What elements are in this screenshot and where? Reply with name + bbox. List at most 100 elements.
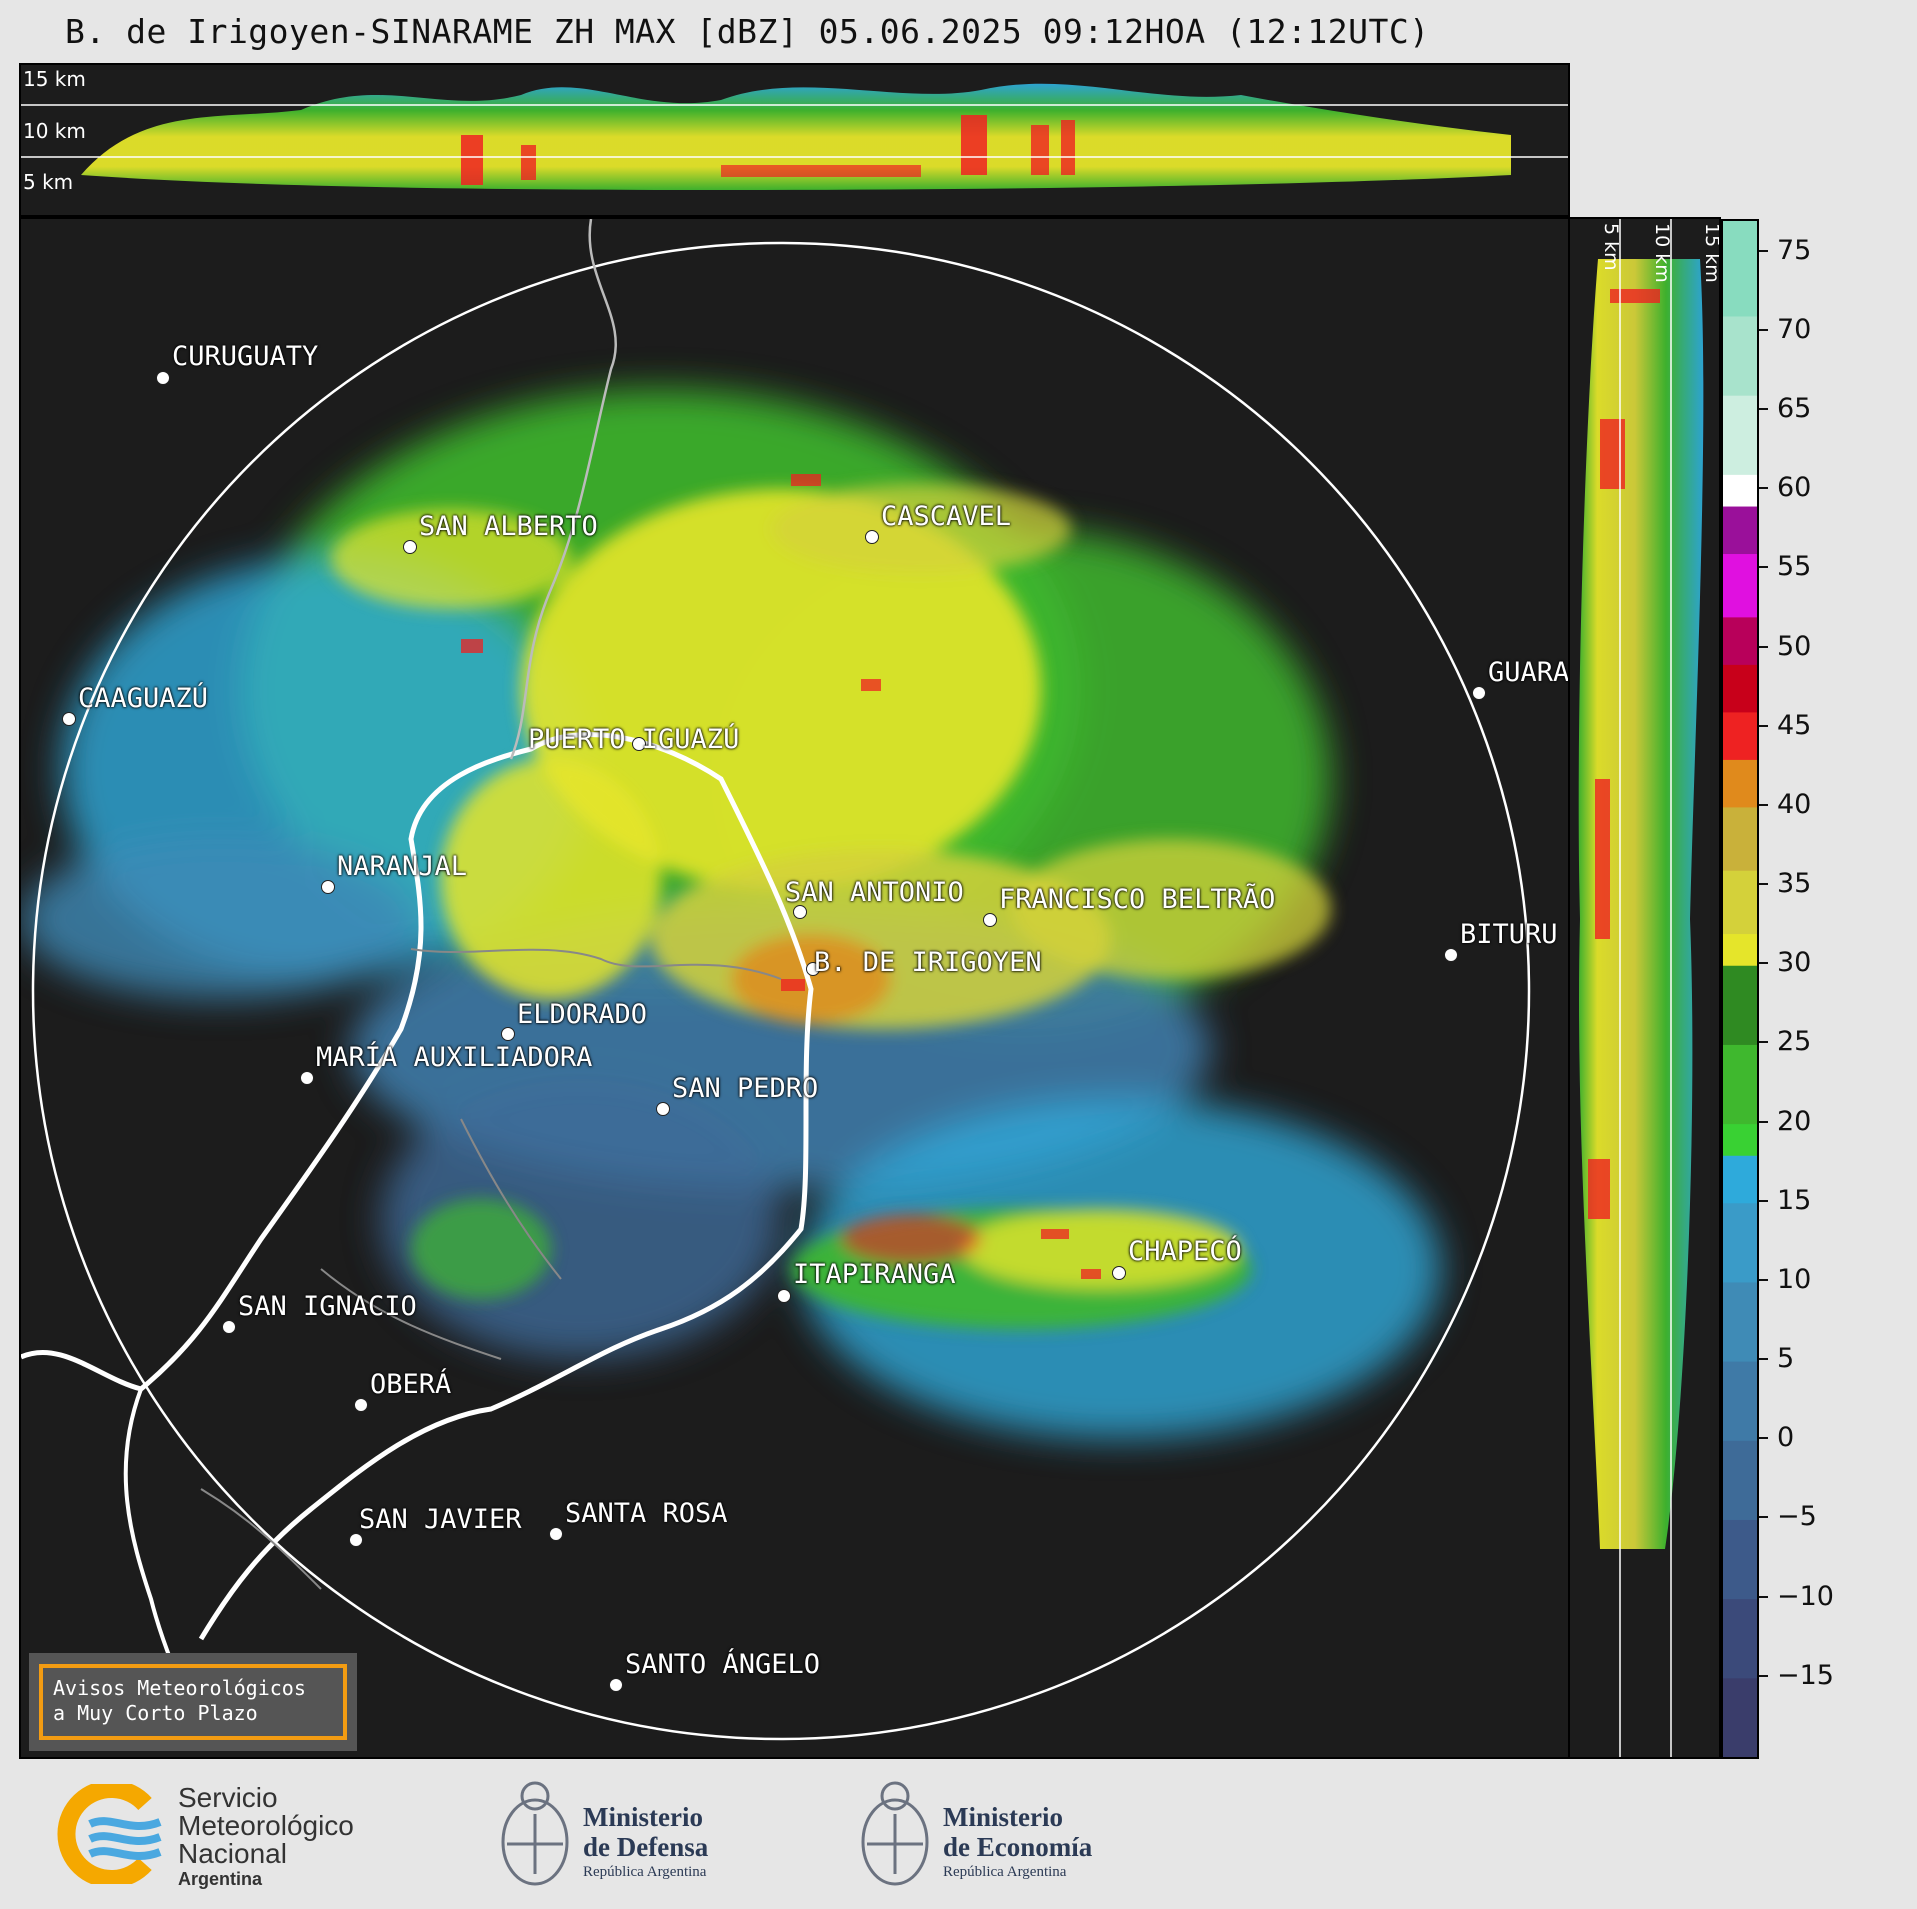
city-label: SAN ANTONIO bbox=[785, 877, 964, 908]
smn-line-1: Servicio bbox=[178, 1782, 278, 1813]
colorbar-band bbox=[1723, 711, 1757, 760]
colorbar-tick-label: 75 bbox=[1777, 234, 1812, 266]
colorbar-tick-label: −10 bbox=[1777, 1580, 1834, 1612]
city-marker bbox=[62, 712, 76, 726]
colorbar-tick-mark bbox=[1759, 883, 1768, 886]
colorbar-tick-label: 5 bbox=[1777, 1343, 1795, 1375]
dbz-colorbar bbox=[1721, 219, 1759, 1759]
colorbar-band bbox=[1723, 395, 1757, 475]
colorbar-tick-label: 15 bbox=[1777, 1184, 1812, 1216]
city-marker bbox=[156, 371, 170, 385]
colorbar-tick-label: 0 bbox=[1777, 1422, 1795, 1454]
colorbar-band bbox=[1723, 870, 1757, 935]
city-marker bbox=[354, 1398, 368, 1412]
city-label: NARANJAL bbox=[337, 851, 468, 882]
colorbar-tick-label: 65 bbox=[1777, 393, 1812, 425]
colorbar-tick-label: 10 bbox=[1777, 1263, 1812, 1295]
colorbar-tick-label: 20 bbox=[1777, 1105, 1812, 1137]
city-marker bbox=[222, 1320, 236, 1334]
colorbar-band bbox=[1723, 1281, 1757, 1362]
city-marker bbox=[300, 1071, 314, 1085]
side-cross-section-echoes bbox=[1578, 219, 1704, 1757]
height-label-5km: 5 km bbox=[23, 170, 74, 194]
city-marker bbox=[1112, 1266, 1126, 1280]
colorbar-bands bbox=[1723, 221, 1757, 1757]
colorbar-tick-mark bbox=[1759, 408, 1768, 411]
city-label: CURUGUATY bbox=[172, 341, 319, 372]
city-label: ELDORADO bbox=[517, 999, 648, 1030]
colorbar-tick-mark bbox=[1759, 724, 1768, 727]
defensa-logo-text: Ministerio de Defensa República Argentin… bbox=[583, 1802, 708, 1882]
footer-logos: Servicio Meteorológico Nacional Argentin… bbox=[0, 1759, 1917, 1909]
radar-map-panel: CURUGUATY SAN ALBERTO CASCAVEL CAAGUAZÚ … bbox=[19, 217, 1570, 1759]
colorbar-tick-mark bbox=[1759, 962, 1768, 965]
city-marker bbox=[632, 737, 646, 751]
colorbar-tick-mark bbox=[1759, 487, 1768, 490]
colorbar-tick-label: 70 bbox=[1777, 313, 1812, 345]
colorbar-tick-mark bbox=[1759, 1595, 1768, 1598]
defensa-line-2: de Defensa bbox=[583, 1832, 709, 1862]
warning-notice-frame: Avisos Meteorológicos a Muy Corto Plazo bbox=[39, 1664, 347, 1740]
height-label-10km: 10 km bbox=[1651, 223, 1673, 283]
defensa-line-3: República Argentina bbox=[583, 1864, 707, 1880]
city-label: SAN IGNACIO bbox=[238, 1291, 417, 1322]
colorbar-tick-label: 45 bbox=[1777, 709, 1812, 741]
city-label: SANTA ROSA bbox=[565, 1498, 728, 1529]
city-label: OBERÁ bbox=[370, 1369, 452, 1400]
colorbar-tick-label: 40 bbox=[1777, 788, 1812, 820]
height-label-5km: 5 km bbox=[1600, 223, 1622, 271]
defensa-line-1: Ministerio bbox=[583, 1802, 703, 1832]
colorbar-band bbox=[1723, 664, 1757, 713]
city-label: FRANCISCO BELTRÃO bbox=[999, 884, 1276, 915]
notice-line-1: Avisos Meteorológicos bbox=[53, 1676, 306, 1700]
side-cross-section-panel: 5 km 10 km 15 km bbox=[1570, 217, 1721, 1759]
colorbar-tick-label: −15 bbox=[1777, 1659, 1834, 1691]
colorbar-band bbox=[1723, 759, 1757, 808]
smn-logo-icon bbox=[57, 1784, 162, 1884]
radar-echo-layer bbox=[21, 219, 1531, 1741]
colorbar-tick-label: 60 bbox=[1777, 472, 1812, 504]
warning-notice-box: Avisos Meteorológicos a Muy Corto Plazo bbox=[29, 1653, 357, 1751]
smn-line-2: Meteorológico bbox=[178, 1810, 354, 1841]
colorbar-tick-label: 35 bbox=[1777, 868, 1812, 900]
colorbar-band bbox=[1723, 221, 1757, 317]
smn-line-3: Nacional bbox=[178, 1838, 287, 1869]
top-cross-section-echoes bbox=[21, 83, 1568, 190]
smn-line-4: Argentina bbox=[178, 1869, 263, 1889]
city-marker bbox=[865, 530, 879, 544]
colorbar-band bbox=[1723, 1155, 1757, 1204]
notice-line-2: a Muy Corto Plazo bbox=[53, 1701, 258, 1725]
colorbar-band bbox=[1723, 933, 1757, 966]
city-marker bbox=[656, 1102, 670, 1116]
radar-site-label: B. DE IRIGOYEN bbox=[814, 947, 1042, 978]
city-label: BITURU bbox=[1460, 919, 1558, 950]
colorbar-band bbox=[1723, 616, 1757, 665]
colorbar-tick-mark bbox=[1759, 328, 1768, 331]
top-cross-section-panel: 15 km 10 km 5 km bbox=[19, 63, 1570, 217]
colorbar-tick-mark bbox=[1759, 566, 1768, 569]
city-label: SAN PEDRO bbox=[672, 1073, 819, 1104]
colorbar-tick-labels: 75 70 65 60 55 50 45 40 35 30 25 20 15 10 5 0 −5 −10 −15 bbox=[1759, 219, 1879, 1759]
colorbar-tick-mark bbox=[1759, 1199, 1768, 1202]
city-label: SANTO ÁNGELO bbox=[625, 1649, 821, 1680]
colorbar-band bbox=[1723, 1123, 1757, 1156]
colorbar-band bbox=[1723, 316, 1757, 396]
city-label: SAN ALBERTO bbox=[419, 511, 598, 542]
colorbar-band bbox=[1723, 474, 1757, 507]
economia-line-1: Ministerio bbox=[943, 1802, 1063, 1832]
argentina-coat-of-arms-icon bbox=[501, 1781, 569, 1886]
city-marker bbox=[321, 880, 335, 894]
colorbar-tick-label: 25 bbox=[1777, 1026, 1812, 1058]
colorbar-band bbox=[1723, 506, 1757, 555]
city-label: MARÍA AUXILIADORA bbox=[316, 1042, 593, 1073]
city-marker bbox=[1444, 948, 1458, 962]
city-label: SAN JAVIER bbox=[359, 1504, 522, 1535]
height-label-15km: 15 km bbox=[1701, 223, 1721, 283]
colorbar-tick-label: 50 bbox=[1777, 630, 1812, 662]
economia-line-3: República Argentina bbox=[943, 1864, 1067, 1880]
city-marker bbox=[403, 540, 417, 554]
city-marker bbox=[501, 1027, 515, 1041]
economia-logo-text: Ministerio de Economía República Argenti… bbox=[943, 1802, 1092, 1882]
city-marker bbox=[777, 1289, 791, 1303]
city-marker bbox=[793, 905, 807, 919]
